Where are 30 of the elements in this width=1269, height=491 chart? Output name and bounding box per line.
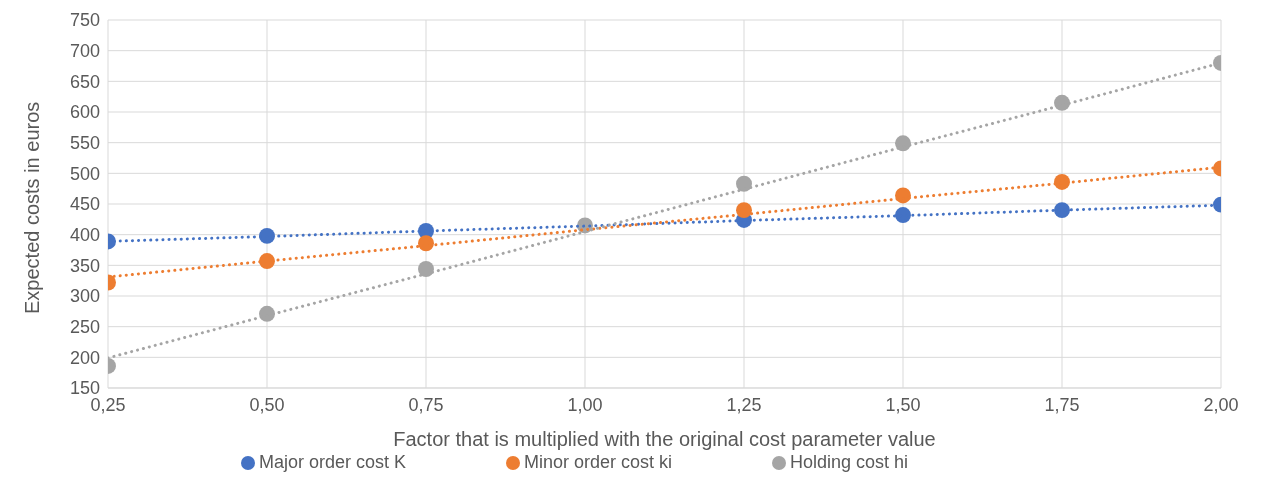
x-tick-label: 0,50	[249, 394, 285, 415]
x-tick-label: 1,75	[1044, 394, 1080, 415]
y-tick-label: 450	[69, 194, 100, 215]
y-tick-label: 750	[69, 10, 100, 31]
y-tick-label: 250	[69, 317, 100, 338]
legend-label: Minor order cost ki	[523, 452, 673, 472]
point	[736, 175, 752, 192]
legend-label: Major order cost K	[258, 452, 406, 472]
y-axis-title: Expected costs in euros	[21, 101, 44, 314]
y-tick-label: 350	[69, 255, 100, 276]
y-tick-label: 400	[69, 225, 100, 246]
point	[1054, 173, 1070, 190]
x-tick-label: 0,75	[408, 394, 444, 415]
point	[418, 261, 434, 277]
point	[418, 235, 434, 252]
point	[736, 202, 752, 219]
y-tick-label: 550	[69, 133, 100, 154]
y-tick-label: 650	[69, 71, 100, 92]
x-tick-label: 1,00	[567, 394, 603, 415]
x-axis-title: Factor that is multiplied with the original cost parameter value	[393, 428, 936, 450]
legend-label: Holding cost hi	[790, 452, 909, 472]
y-tick-label: 600	[69, 102, 100, 123]
x-tick-label: 1,25	[726, 394, 762, 415]
y-tick-label: 200	[69, 347, 100, 368]
x-tick-label: 2,00	[1203, 394, 1239, 415]
point	[1054, 202, 1070, 219]
x-tick-label: 1,50	[885, 394, 921, 415]
y-tick-label: 300	[69, 286, 100, 307]
y-tick-label: 700	[69, 41, 100, 62]
y-tick-label: 500	[69, 163, 100, 184]
